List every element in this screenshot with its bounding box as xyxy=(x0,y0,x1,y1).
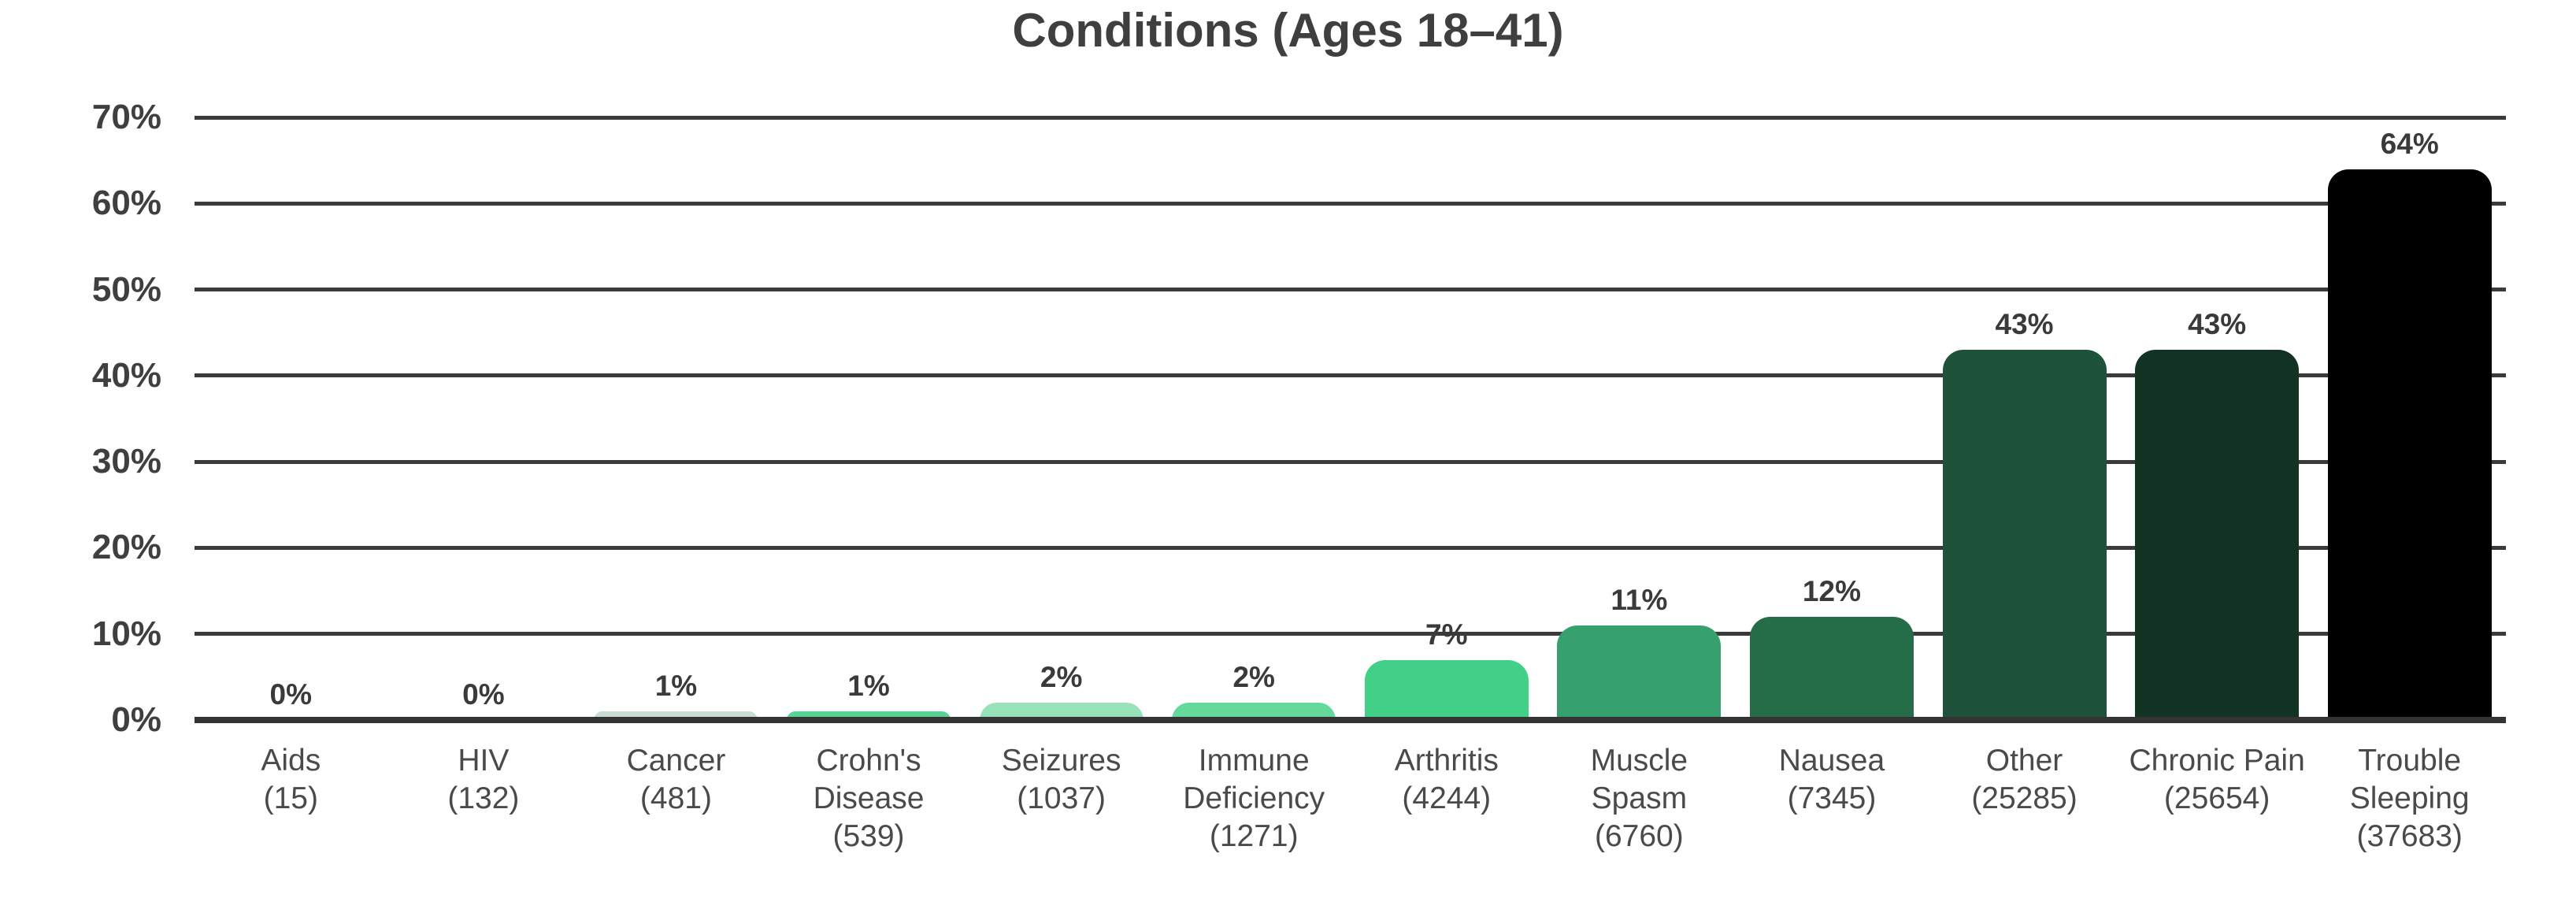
bar-crohn-s-disease xyxy=(787,711,951,720)
category-count: (25285) xyxy=(1971,781,2077,815)
category-label: Other (25285) xyxy=(1932,742,2118,818)
category-count: (481) xyxy=(639,781,712,815)
gridline-30% xyxy=(195,459,2506,464)
x-axis-line xyxy=(195,717,2506,723)
bar-value-label: 2% xyxy=(1232,661,1275,694)
category-label: Crohn's Disease (539) xyxy=(776,742,962,855)
gridline-10% xyxy=(195,632,2506,637)
bar-value-label: 0% xyxy=(462,678,505,711)
bar-value-label: 64% xyxy=(2380,127,2439,160)
bar-value-label: 12% xyxy=(1802,574,1861,607)
category-count: (132) xyxy=(447,781,520,815)
y-tick-label: 0% xyxy=(111,700,161,739)
category-label: Trouble Sleeping (37683) xyxy=(2317,742,2503,855)
category-count: (37683) xyxy=(2356,819,2463,853)
y-tick-label: 40% xyxy=(91,355,161,395)
gridline-60% xyxy=(195,201,2506,206)
bar-trouble-sleeping xyxy=(2327,169,2492,720)
bar-nausea xyxy=(1749,616,1914,720)
category-label: Muscle Spasm (6760) xyxy=(1546,742,1732,855)
category-name: Other xyxy=(1985,744,2063,778)
category-name: Nausea xyxy=(1778,744,1885,778)
category-name: Chronic Pain xyxy=(2129,744,2305,778)
y-tick-label: 30% xyxy=(91,442,161,481)
gridline-40% xyxy=(195,373,2506,378)
category-label: Seizures (1037) xyxy=(969,742,1155,818)
bar-value-label: 11% xyxy=(1610,583,1668,616)
category-label: Aids (15) xyxy=(198,742,384,818)
category-label: Cancer (481) xyxy=(583,742,769,818)
bar-immune-deficiency xyxy=(1172,703,1336,720)
gridline-70% xyxy=(195,115,2506,120)
bar-arthritis xyxy=(1364,659,1529,720)
category-label: HIV (132) xyxy=(391,742,576,818)
category-name: HIV xyxy=(458,744,510,778)
category-label: Arthritis (4244) xyxy=(1354,742,1540,818)
bar-value-label: 7% xyxy=(1425,618,1468,651)
chart-title: Conditions (Ages 18–41) xyxy=(1012,4,1564,57)
category-label: Chronic Pain (25654) xyxy=(2124,742,2310,818)
bar-seizures xyxy=(979,703,1143,720)
y-tick-label: 50% xyxy=(91,269,161,309)
category-count: (1271) xyxy=(1209,819,1299,853)
category-name: Crohn's Disease xyxy=(813,744,925,815)
category-count: (539) xyxy=(832,819,905,853)
bar-value-label: 1% xyxy=(847,670,890,703)
bar-other xyxy=(1942,350,2107,720)
gridline-50% xyxy=(195,288,2506,292)
y-tick-label: 70% xyxy=(91,98,161,136)
bar-value-label: 0% xyxy=(269,678,313,711)
category-count: (4244) xyxy=(1402,781,1492,815)
category-count: (6760) xyxy=(1595,819,1684,853)
category-label: Immune Deficiency (1271) xyxy=(1161,742,1347,855)
category-name: Cancer xyxy=(626,744,726,778)
gridline-20% xyxy=(195,545,2506,550)
bar-value-label: 43% xyxy=(2188,308,2247,341)
bar-muscle-spasm xyxy=(1557,625,1722,720)
y-tick-label: 20% xyxy=(91,528,161,567)
bar-cancer xyxy=(594,711,758,720)
category-name: Trouble Sleeping xyxy=(2349,744,2470,815)
category-name: Aids xyxy=(261,744,321,778)
category-name: Arthritis xyxy=(1394,744,1499,778)
bar-value-label: 1% xyxy=(654,670,698,703)
category-name: Seizures xyxy=(1001,744,1121,778)
category-name: Immune Deficiency xyxy=(1183,744,1325,815)
category-name: Muscle Spasm xyxy=(1590,744,1688,815)
category-count: (25654) xyxy=(2163,781,2270,815)
y-tick-label: 10% xyxy=(91,614,161,653)
category-label: Nausea (7345) xyxy=(1739,742,1925,818)
category-count: (1037) xyxy=(1017,781,1106,815)
y-tick-label: 60% xyxy=(91,184,161,223)
bar-value-label: 2% xyxy=(1040,661,1083,694)
category-count: (7345) xyxy=(1787,781,1877,815)
bar-value-label: 43% xyxy=(1995,308,2054,341)
bar-chronic-pain xyxy=(2135,350,2300,720)
category-count: (15) xyxy=(263,781,318,815)
